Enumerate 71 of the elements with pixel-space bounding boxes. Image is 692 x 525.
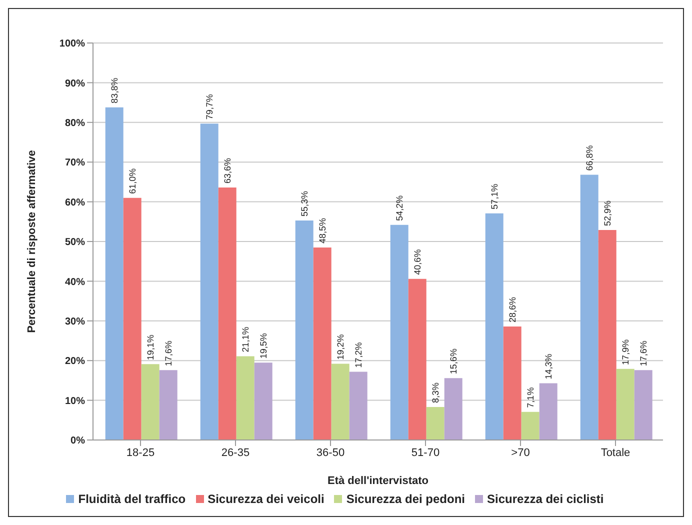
data-label: 17,2% bbox=[353, 342, 364, 368]
data-label: 7,1% bbox=[525, 387, 536, 408]
bar bbox=[295, 220, 314, 440]
y-axis-title: Percentuale di risposte affermative bbox=[26, 150, 38, 333]
bar bbox=[159, 370, 178, 440]
x-tick-label: 18-25 bbox=[126, 446, 155, 459]
y-tick-label: 10% bbox=[64, 396, 86, 407]
bar bbox=[634, 370, 652, 440]
data-label: 19,1% bbox=[145, 334, 156, 360]
y-tick-label: 20% bbox=[64, 356, 86, 368]
bar bbox=[313, 247, 332, 440]
bar bbox=[485, 213, 504, 440]
bar bbox=[408, 278, 426, 440]
data-label: 52,9% bbox=[602, 200, 612, 226]
data-label: 17,6% bbox=[163, 340, 174, 366]
data-label: 66,8% bbox=[584, 145, 594, 171]
x-axis-title: Età dell'intervistato bbox=[327, 475, 429, 487]
bar bbox=[521, 412, 540, 440]
legend-label: Sicurezza dei veicoli bbox=[208, 492, 324, 506]
y-tick-label: 90% bbox=[64, 78, 86, 90]
data-label: 17,6% bbox=[638, 340, 648, 366]
y-tick-label: 40% bbox=[64, 276, 86, 288]
bar bbox=[426, 407, 444, 440]
bar bbox=[218, 188, 236, 440]
data-label: 21,1% bbox=[240, 326, 250, 352]
bar bbox=[598, 230, 616, 440]
data-label: 14,3% bbox=[543, 354, 554, 380]
bar bbox=[503, 326, 522, 440]
data-label: 57,1% bbox=[489, 184, 500, 210]
data-label: 63,6% bbox=[222, 158, 232, 184]
bar bbox=[141, 364, 160, 440]
bar bbox=[105, 107, 124, 440]
bar bbox=[390, 224, 408, 440]
bar bbox=[580, 174, 598, 440]
data-label: 54,2% bbox=[394, 195, 404, 221]
legend-label: Sicurezza dei ciclisti bbox=[487, 492, 604, 506]
y-tick-label: 80% bbox=[64, 118, 86, 129]
data-label: 19,2% bbox=[335, 334, 346, 360]
data-label: 79,7% bbox=[204, 94, 214, 120]
data-label: 83,8% bbox=[109, 78, 120, 104]
data-label: 8,3% bbox=[430, 382, 440, 404]
bar bbox=[616, 368, 634, 440]
data-label: 55,3% bbox=[299, 190, 310, 216]
x-tick-label: 36-50 bbox=[316, 446, 345, 459]
x-tick-label: >70 bbox=[511, 446, 530, 459]
bar bbox=[349, 372, 368, 440]
y-tick-label: 0% bbox=[70, 436, 86, 447]
bar bbox=[236, 356, 254, 440]
y-tick-label: 60% bbox=[64, 197, 86, 208]
x-tick-label: 51-70 bbox=[411, 446, 440, 459]
y-tick-label: 70% bbox=[64, 158, 86, 169]
legend-label: Fluidità del traffico bbox=[78, 492, 186, 506]
bar bbox=[200, 124, 218, 440]
bar bbox=[331, 364, 350, 440]
data-label: 40,6% bbox=[412, 249, 422, 275]
data-label: 15,6% bbox=[448, 348, 458, 374]
data-label: 48,5% bbox=[317, 218, 328, 244]
y-tick-label: 100% bbox=[59, 38, 86, 50]
x-tick-label: Totale bbox=[600, 446, 630, 459]
y-tick-label: 50% bbox=[64, 237, 86, 248]
bar bbox=[539, 383, 558, 440]
bar bbox=[123, 198, 142, 440]
data-label: 28,6% bbox=[507, 296, 518, 322]
data-label: 61,0% bbox=[127, 168, 138, 194]
bar bbox=[444, 378, 462, 440]
y-tick-label: 30% bbox=[64, 316, 86, 328]
legend-label: Sicurezza dei pedoni bbox=[346, 492, 466, 506]
data-label: 19,5% bbox=[258, 333, 268, 359]
bar bbox=[254, 362, 272, 440]
data-label: 17,9% bbox=[620, 339, 630, 365]
x-tick-label: 26-35 bbox=[221, 446, 250, 459]
